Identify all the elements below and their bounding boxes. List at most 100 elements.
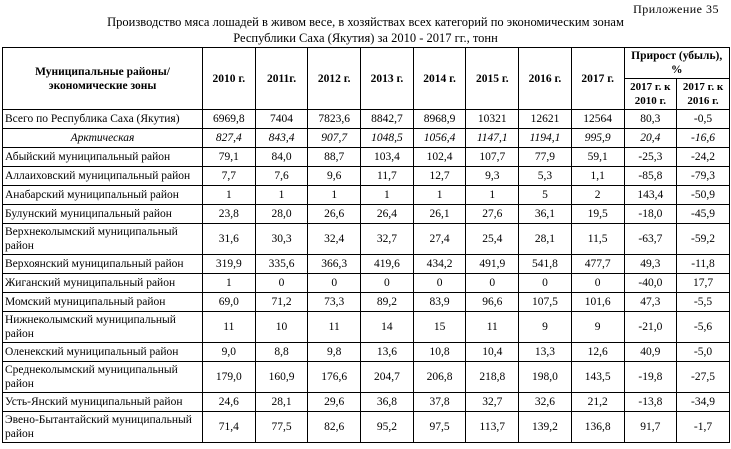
year-value-cell: 27,6 [465,204,520,224]
column-header-year: 2013 г. [360,47,414,110]
year-value-cell: 12,7 [412,166,467,186]
table-row: Момский муниципальный район 69,0 71,2 73,3 8… [2,292,730,312]
year-value-cell: 28,1 [518,223,572,255]
year-value-cell: 1 [202,185,256,205]
year-value-cell: 102,4 [412,147,467,167]
year-value-cell: 77,5 [254,411,309,443]
year-value-cell: 7,6 [254,166,309,186]
year-value-cell: 71,4 [202,411,256,443]
column-header-year: 2015 г. [465,47,520,110]
growth-value-cell: 49,3 [623,254,678,274]
year-value-cell: 1 [254,185,309,205]
growth-value-cell: -24,2 [676,147,730,167]
year-value-cell: 11 [307,311,362,343]
growth-value-cell: 20,4 [623,128,678,148]
year-value-cell: 11 [202,311,256,343]
year-value-cell: 366,3 [307,254,362,274]
column-header-year: 2012 г. [307,47,362,110]
year-value-cell: 10321 [465,109,520,129]
year-value-cell: 8968,9 [412,109,467,129]
district-name-cell: Жиганский муниципальный район [2,273,203,293]
year-value-cell: 103,4 [360,147,414,167]
year-value-cell: 9,8 [307,342,362,362]
year-value-cell: 32,7 [465,392,520,412]
district-name-cell: Анабарский муниципальный район [2,185,203,205]
year-value-cell: 107,7 [465,147,520,167]
table-row: Нижнеколымский муниципальный район 11 10 11… [2,311,730,343]
year-value-cell: 198,0 [518,361,572,393]
column-header-growth-2017-vs-2010: 2017 г. к 2010 г. [623,78,678,110]
year-value-cell: 0 [518,273,572,293]
year-value-cell: 419,6 [360,254,414,274]
year-value-cell: 37,8 [412,392,467,412]
year-value-cell: 71,2 [254,292,309,312]
year-value-cell: 9,3 [465,166,520,186]
year-value-cell: 160,9 [254,361,309,393]
year-value-cell: 491,9 [465,254,520,274]
growth-value-cell: -50,9 [676,185,730,205]
year-value-cell: 15 [412,311,467,343]
growth-value-cell: -25,3 [623,147,678,167]
year-value-cell: 28,0 [254,204,309,224]
year-value-cell: 9,6 [307,166,362,186]
growth-value-cell: -13,8 [623,392,678,412]
growth-value-cell: -21,0 [623,311,678,343]
growth-value-cell: -0,5 [676,109,730,129]
growth-value-cell: -16,6 [676,128,730,148]
growth-value-cell: -34,9 [676,392,730,412]
year-value-cell: 0 [465,273,520,293]
growth-value-cell: -79,3 [676,166,730,186]
year-value-cell: 843,4 [254,128,309,148]
year-value-cell: 9 [518,311,572,343]
growth-value-cell: 143,4 [623,185,678,205]
column-header-year: 2016 г. [518,47,572,110]
year-value-cell: 9,0 [202,342,256,362]
year-value-cell: 0 [254,273,309,293]
year-value-cell: 83,9 [412,292,467,312]
year-value-cell: 59,1 [570,147,625,167]
growth-value-cell: -59,2 [676,223,730,255]
year-value-cell: 11 [465,311,520,343]
growth-value-cell: 17,7 [676,273,730,293]
district-name-cell: Верхнеколымский муниципальный район [2,223,203,255]
district-name-cell: Булунский муниципальный район [2,204,203,224]
column-header-year: 2011г. [254,47,309,110]
growth-value-cell: -85,8 [623,166,678,186]
year-value-cell: 434,2 [412,254,467,274]
year-value-cell: 0 [570,273,625,293]
year-value-cell: 84,0 [254,147,309,167]
year-value-cell: 204,7 [360,361,414,393]
year-value-cell: 218,8 [465,361,520,393]
year-value-cell: 14 [360,311,414,343]
growth-value-cell: 80,3 [623,109,678,129]
year-value-cell: 10,8 [412,342,467,362]
year-value-cell: 79,1 [202,147,256,167]
year-value-cell: 1048,5 [360,128,414,148]
table-row: Усть-Янский муниципальный район 24,6 28,1 2… [2,392,730,412]
year-value-cell: 32,7 [360,223,414,255]
year-value-cell: 1,1 [570,166,625,186]
year-value-cell: 1194,1 [518,128,572,148]
year-value-cell: 31,6 [202,223,256,255]
growth-value-cell: -19,8 [623,361,678,393]
year-value-cell: 89,2 [360,292,414,312]
year-value-cell: 541,8 [518,254,572,274]
year-value-cell: 11,5 [570,223,625,255]
year-value-cell: 335,6 [254,254,309,274]
year-value-cell: 2 [570,185,625,205]
year-value-cell: 95,2 [360,411,414,443]
year-value-cell: 101,6 [570,292,625,312]
growth-value-cell: -40,0 [623,273,678,293]
appendix-label: Приложение 35 [633,2,719,16]
year-value-cell: 6969,8 [202,109,256,129]
year-value-cell: 97,5 [412,411,467,443]
document-title-line2: Республики Саха (Якутия) за 2010 - 2017 … [233,31,498,45]
district-name-cell: Оленекский муниципальный район [2,342,203,362]
table-row: Булунский муниципальный район 23,8 28,0 26,… [2,204,730,224]
table-row: Верхоянский муниципальный район 319,9 335,… [2,254,730,274]
year-value-cell: 0 [307,273,362,293]
district-name-cell: Арктическая [2,128,203,148]
document-title: Производство мяса лошадей в живом весе, … [0,14,731,46]
growth-value-cell: 47,3 [623,292,678,312]
year-value-cell: 7,7 [202,166,256,186]
